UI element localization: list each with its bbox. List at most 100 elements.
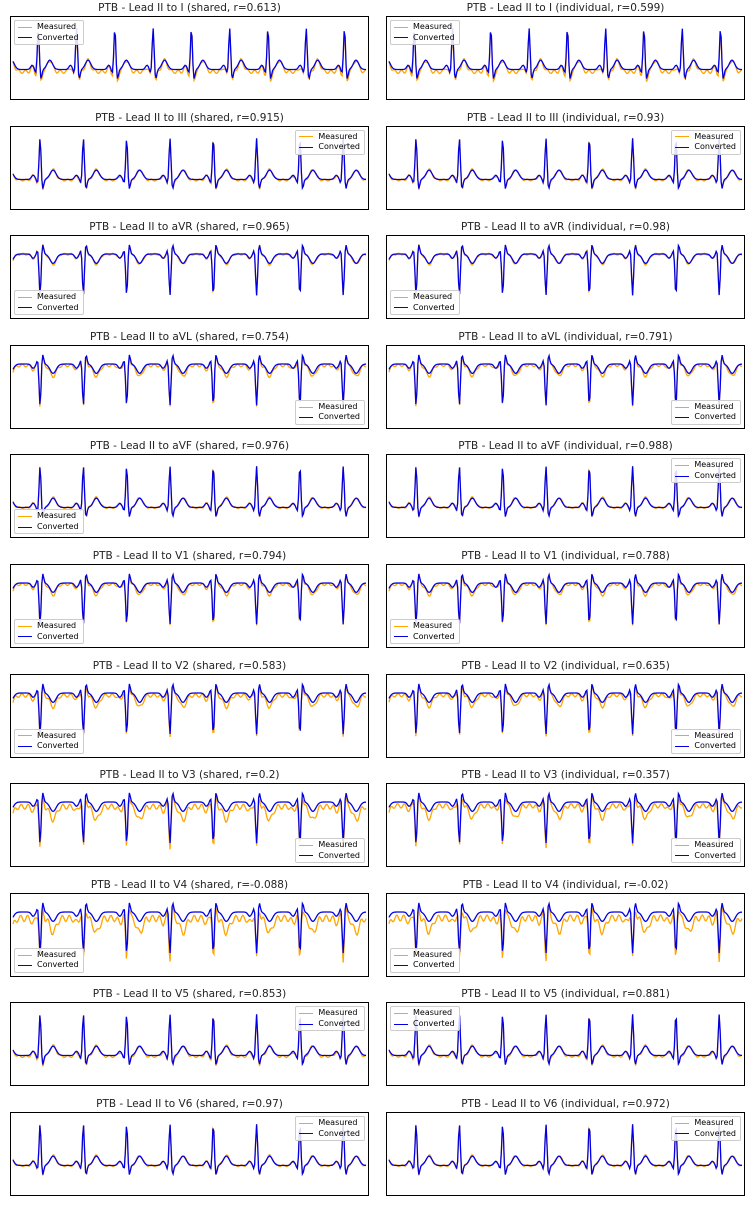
legend-label-measured: Measured bbox=[37, 621, 77, 630]
plot-area: Measured Converted bbox=[386, 125, 745, 210]
measured-series-line bbox=[388, 244, 743, 296]
converted-series-line bbox=[12, 681, 367, 734]
converted-series-line bbox=[12, 243, 367, 296]
measured-series-line bbox=[12, 906, 367, 963]
plot-area: Measured Converted bbox=[10, 454, 369, 539]
legend-label-measured: Measured bbox=[318, 840, 358, 850]
plot-area: Measured Converted bbox=[10, 892, 369, 977]
legend-swatch-converted bbox=[675, 745, 690, 747]
legend-label-measured: Measured bbox=[37, 511, 77, 521]
converted-series-line bbox=[12, 466, 367, 519]
ecg-plot bbox=[388, 137, 743, 190]
chart-panel: PTB - Lead II to aVL (shared, r=0.754) Me… bbox=[10, 331, 369, 429]
converted-series-line bbox=[388, 572, 743, 625]
legend-item-converted: Converted bbox=[394, 1019, 455, 1030]
legend-label-measured: Measured bbox=[318, 401, 358, 411]
plot-area: Measured Converted bbox=[10, 564, 369, 648]
chart-title: PTB - Lead II to III (shared, r=0.915) bbox=[95, 111, 284, 124]
legend: Measured Converted bbox=[295, 1116, 365, 1141]
legend-item-converted: Converted bbox=[18, 522, 79, 533]
legend-item-measured: Measured bbox=[299, 1008, 360, 1019]
legend-item-measured: Measured bbox=[18, 292, 79, 303]
chart-panel: PTB - Lead II to III (individual, r=0.93… bbox=[386, 112, 745, 210]
legend-label-converted: Converted bbox=[694, 470, 736, 480]
plot-area: Measured Converted bbox=[10, 1112, 369, 1196]
measured-series-line bbox=[388, 906, 743, 962]
legend-swatch-converted bbox=[299, 1023, 314, 1025]
legend-label-measured: Measured bbox=[694, 730, 734, 740]
legend: Measured Converted bbox=[14, 509, 84, 535]
ecg-plot bbox=[388, 466, 743, 519]
legend-label-measured: Measured bbox=[37, 22, 77, 31]
chart-panel: PTB - Lead II to V6 (individual, r=0.972… bbox=[386, 1098, 745, 1196]
plot-area: Measured Converted bbox=[386, 235, 745, 320]
legend-label-converted: Converted bbox=[37, 521, 79, 531]
legend-swatch-converted bbox=[18, 526, 32, 528]
legend-swatch-converted bbox=[299, 417, 314, 419]
legend-label-measured: Measured bbox=[413, 949, 453, 959]
legend: Measured Converted bbox=[390, 20, 460, 45]
converted-series-line bbox=[388, 901, 743, 954]
legend-item-measured: Measured bbox=[299, 402, 360, 413]
legend: Measured Converted bbox=[14, 947, 84, 973]
legend-swatch-measured bbox=[18, 296, 32, 298]
legend-item-measured: Measured bbox=[394, 950, 455, 961]
plot-area: Measured Converted bbox=[386, 344, 745, 429]
legend-item-converted: Converted bbox=[675, 741, 736, 752]
chart-panel: PTB - Lead II to V5 (individual, r=0.881… bbox=[386, 988, 745, 1087]
chart-panel: PTB - Lead II to I (individual, r=0.599)… bbox=[386, 2, 745, 100]
ecg-plot bbox=[12, 681, 367, 737]
legend-swatch-measured bbox=[394, 26, 408, 28]
legend-label-converted: Converted bbox=[37, 302, 79, 312]
plot-area: Measured Converted bbox=[10, 125, 369, 210]
legend-swatch-converted bbox=[675, 475, 690, 477]
legend: Measured Converted bbox=[295, 399, 365, 425]
converted-series-line bbox=[12, 137, 367, 190]
converted-series-line bbox=[388, 681, 743, 734]
legend-label-converted: Converted bbox=[37, 32, 79, 42]
legend-swatch-converted bbox=[18, 965, 32, 967]
legend-swatch-converted bbox=[394, 965, 408, 967]
legend-label-measured: Measured bbox=[37, 949, 77, 959]
legend-item-converted: Converted bbox=[299, 1019, 360, 1030]
legend-item-converted: Converted bbox=[675, 412, 736, 423]
chart-title: PTB - Lead II to V4 (shared, r=-0.088) bbox=[90, 878, 289, 891]
legend-item-converted: Converted bbox=[675, 471, 736, 482]
legend-item-converted: Converted bbox=[18, 632, 79, 643]
chart-panel: PTB - Lead II to III (shared, r=0.915) Me… bbox=[10, 112, 369, 210]
chart-title: PTB - Lead II to aVF (shared, r=0.976) bbox=[89, 440, 290, 453]
legend-label-converted: Converted bbox=[37, 631, 79, 641]
ecg-plot bbox=[388, 681, 743, 737]
legend-label-measured: Measured bbox=[694, 460, 734, 470]
legend-item-measured: Measured bbox=[675, 731, 736, 742]
plot-area: Measured Converted bbox=[10, 1002, 369, 1087]
measured-series-line bbox=[388, 137, 743, 190]
legend-item-measured: Measured bbox=[18, 22, 79, 33]
chart-title: PTB - Lead II to aVL (individual, r=0.79… bbox=[458, 330, 673, 343]
legend-item-converted: Converted bbox=[675, 142, 736, 153]
legend-swatch-measured bbox=[675, 406, 690, 408]
legend-swatch-converted bbox=[18, 745, 32, 747]
legend-item-measured: Measured bbox=[394, 621, 455, 632]
converted-series-line bbox=[12, 28, 367, 81]
legend-label-converted: Converted bbox=[318, 850, 360, 860]
chart-title: PTB - Lead II to V3 (individual, r=0.357… bbox=[461, 769, 670, 782]
legend-item-measured: Measured bbox=[675, 132, 736, 143]
legend-swatch-measured bbox=[18, 625, 32, 627]
ecg-plot bbox=[12, 1014, 367, 1068]
legend-swatch-measured bbox=[299, 1122, 314, 1124]
chart-title: PTB - Lead II to I (individual, r=0.599) bbox=[466, 2, 665, 14]
legend: Measured Converted bbox=[14, 728, 84, 754]
legend-swatch-converted bbox=[18, 636, 32, 638]
legend-item-measured: Measured bbox=[18, 950, 79, 961]
measured-series-line bbox=[388, 573, 743, 626]
ecg-plot bbox=[12, 466, 367, 519]
legend-item-measured: Measured bbox=[299, 1118, 360, 1129]
ecg-plot bbox=[388, 353, 743, 407]
chart-title: PTB - Lead II to aVL (shared, r=0.754) bbox=[89, 330, 289, 343]
ecg-plot bbox=[12, 353, 367, 407]
ecg-plot bbox=[388, 1014, 743, 1067]
legend: Measured Converted bbox=[14, 619, 84, 644]
legend: Measured Converted bbox=[14, 20, 84, 45]
legend-label-measured: Measured bbox=[413, 292, 453, 302]
